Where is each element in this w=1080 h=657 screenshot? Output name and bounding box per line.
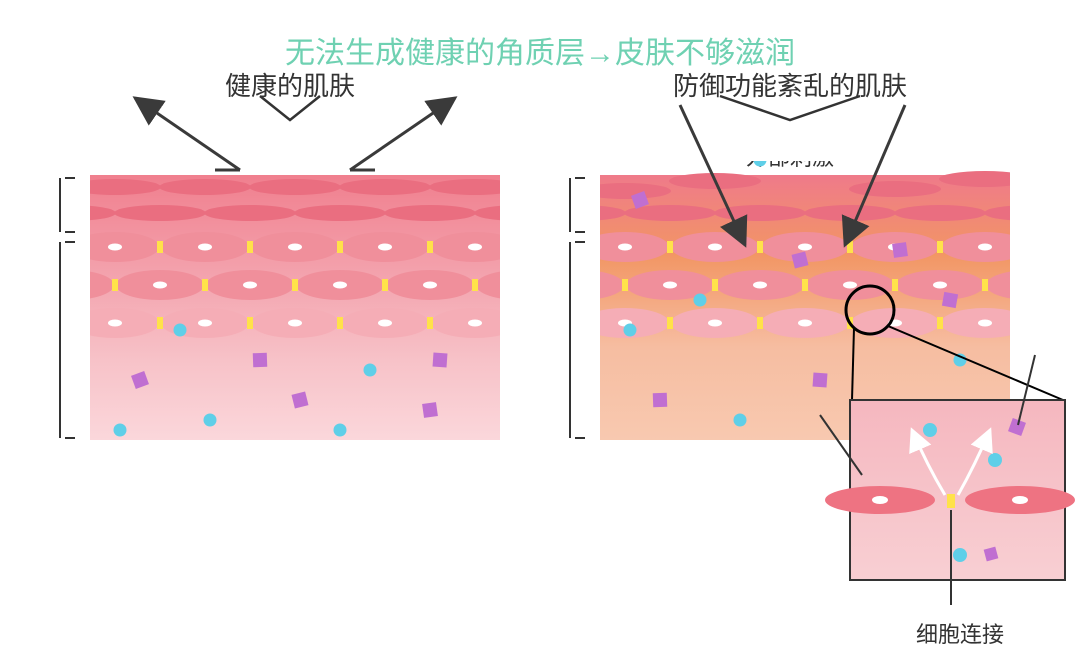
diagram-canvas: [0, 0, 1080, 657]
left-panel: [10, 96, 600, 460]
